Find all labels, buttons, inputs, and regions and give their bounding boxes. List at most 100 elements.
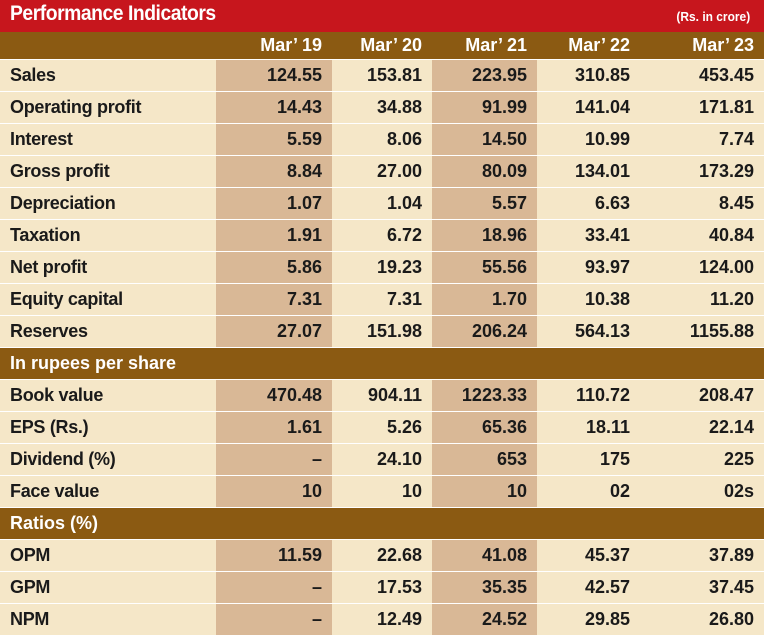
cell-value: 34.88 <box>332 91 432 124</box>
cell-value: 93.97 <box>537 251 640 284</box>
table-row: GPM –17.53 35.35 42.57 37.45 <box>0 571 764 604</box>
column-header: Mar’ 23 <box>640 32 764 60</box>
cell-value: 173.29 <box>640 155 764 188</box>
cell-value: 18.96 <box>432 219 537 252</box>
cell-value: 41.08 <box>432 539 537 572</box>
unit-note: (Rs. in crore) <box>676 9 750 24</box>
column-header: Mar’ 20 <box>332 32 432 60</box>
cell-value: 653 <box>432 443 537 476</box>
cell-value: 5.57 <box>432 187 537 220</box>
cell-value: 1155.88 <box>640 315 764 348</box>
cell-value: 02s <box>640 475 764 508</box>
cell-value: 42.57 <box>537 571 640 604</box>
cell-value: 151.98 <box>332 315 432 348</box>
table-row: Equity capital 7.31 7.31 1.70 10.38 11.20 <box>0 283 764 316</box>
cell-value: 11.59 <box>216 539 332 572</box>
cell-value: – <box>216 571 332 604</box>
table-row: Reserves 27.07 151.98 206.24 564.13 1155.88 <box>0 315 764 348</box>
cell-value: 1.04 <box>332 187 432 220</box>
cell-value: 8.45 <box>640 187 764 220</box>
cell-value: 37.45 <box>640 571 764 604</box>
cell-value: 80.09 <box>432 155 537 188</box>
table-row: Gross profit 8.84 27.00 80.09 134.01 173.29 <box>0 155 764 188</box>
cell-value: 904.11 <box>332 379 432 412</box>
table-row: Book value 470.48 904.11 1223.33 110.72 208.4… <box>0 379 764 412</box>
cell-value: 14.50 <box>432 123 537 156</box>
cell-value: 27.00 <box>332 155 432 188</box>
cell-value: 27.07 <box>216 315 332 348</box>
cell-value: 124.55 <box>216 59 332 92</box>
table-row: Operating profit 14.43 34.88 91.99 141.04 171… <box>0 91 764 124</box>
cell-value: 24.10 <box>332 443 432 476</box>
panel-title: Performance Indicators <box>10 2 216 25</box>
cell-value: 14.43 <box>216 91 332 124</box>
cell-value: 65.36 <box>432 411 537 444</box>
cell-value: 10 <box>332 475 432 508</box>
cell-value: 8.06 <box>332 123 432 156</box>
row-label: Face value <box>0 475 216 508</box>
section-title: Ratios (%) <box>0 507 764 540</box>
column-header: Mar’ 22 <box>537 32 640 60</box>
cell-value: 124.00 <box>640 251 764 284</box>
cell-value: 10.99 <box>537 123 640 156</box>
row-label: Operating profit <box>0 91 216 124</box>
cell-value: 141.04 <box>537 91 640 124</box>
cell-value: 1223.33 <box>432 379 537 412</box>
cell-value: 35.35 <box>432 571 537 604</box>
cell-value: 225 <box>640 443 764 476</box>
cell-value: 1.61 <box>216 411 332 444</box>
cell-value: 11.20 <box>640 283 764 316</box>
table-row: Dividend (%) –24.10 653 175 225 <box>0 443 764 476</box>
column-header: Mar’ 21 <box>432 32 537 60</box>
cell-value: 33.41 <box>537 219 640 252</box>
row-label: Sales <box>0 59 216 92</box>
cell-value: 208.47 <box>640 379 764 412</box>
row-label: Depreciation <box>0 187 216 220</box>
row-label: NPM <box>0 603 216 636</box>
cell-value: 19.23 <box>332 251 432 284</box>
header-row: Mar’ 19 Mar’ 20 Mar’ 21 Mar’ 22 Mar’ 23 <box>0 32 764 60</box>
cell-value: 91.99 <box>432 91 537 124</box>
cell-value: 24.52 <box>432 603 537 636</box>
cell-value: 29.85 <box>537 603 640 636</box>
cell-value: 02 <box>537 475 640 508</box>
cell-value: 5.26 <box>332 411 432 444</box>
cell-value: 40.84 <box>640 219 764 252</box>
header-corner <box>0 32 216 60</box>
row-label: Equity capital <box>0 283 216 316</box>
row-label: Interest <box>0 123 216 156</box>
table-row: Depreciation 1.07 1.04 5.57 6.63 8.45 <box>0 187 764 220</box>
cell-value: 17.53 <box>332 571 432 604</box>
cell-value: 223.95 <box>432 59 537 92</box>
cell-value: 22.14 <box>640 411 764 444</box>
section-header-row: In rupees per share <box>0 347 764 380</box>
cell-value: 310.85 <box>537 59 640 92</box>
cell-value: 22.68 <box>332 539 432 572</box>
row-label: Book value <box>0 379 216 412</box>
cell-value: 564.13 <box>537 315 640 348</box>
section-title: In rupees per share <box>0 347 764 380</box>
cell-value: 8.84 <box>216 155 332 188</box>
cell-value: 175 <box>537 443 640 476</box>
table-row: Interest 5.59 8.06 14.50 10.99 7.74 <box>0 123 764 156</box>
cell-value: 55.56 <box>432 251 537 284</box>
cell-value: 18.11 <box>537 411 640 444</box>
cell-value: 1.70 <box>432 283 537 316</box>
table-body: Sales 124.55 153.81 223.95 310.85 453.45 Opera… <box>0 59 764 636</box>
cell-value: 453.45 <box>640 59 764 92</box>
cell-value: 153.81 <box>332 59 432 92</box>
cell-value: 10.38 <box>537 283 640 316</box>
cell-value: 7.74 <box>640 123 764 156</box>
table-row: Net profit 5.86 19.23 55.56 93.97 124.00 <box>0 251 764 284</box>
row-label: EPS (Rs.) <box>0 411 216 444</box>
row-label: Dividend (%) <box>0 443 216 476</box>
cell-value: 7.31 <box>216 283 332 316</box>
table-row: OPM 11.59 22.68 41.08 45.37 37.89 <box>0 539 764 572</box>
cell-value: 26.80 <box>640 603 764 636</box>
indicators-table: Mar’ 19 Mar’ 20 Mar’ 21 Mar’ 22 Mar’ 23 … <box>0 32 764 636</box>
cell-value: 12.49 <box>332 603 432 636</box>
row-label: Reserves <box>0 315 216 348</box>
table-row: Face value 10 10 10 02 02s <box>0 475 764 508</box>
row-label: Net profit <box>0 251 216 284</box>
